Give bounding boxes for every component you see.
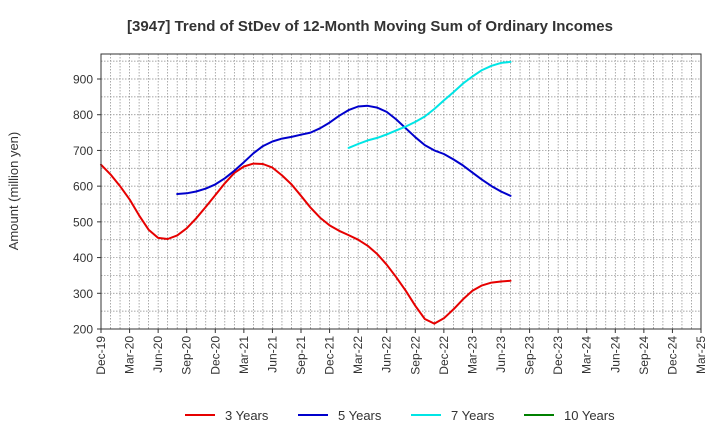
y-tick-label: 600 [73, 180, 93, 194]
series-line-7-years [347, 60, 512, 149]
series-line-3-years [100, 162, 512, 325]
plot-frame [100, 53, 702, 330]
x-tick-label: Sep-21 [294, 336, 308, 375]
legend: 3 Years 5 Years 7 Years 10 Years [185, 408, 615, 423]
y-tick-label: 800 [73, 108, 93, 122]
chart-title: [3947] Trend of StDev of 12-Month Moving… [127, 18, 613, 35]
x-tick-label: Mar-25 [694, 336, 708, 374]
y-tick-label: 300 [73, 287, 93, 301]
x-tick-label: Dec-19 [94, 336, 108, 375]
x-tick-label: Jun-21 [265, 336, 279, 373]
y-tick-label: 500 [73, 215, 93, 229]
x-tick-label: Sep-20 [180, 336, 194, 375]
y-tick-label: 900 [73, 73, 93, 87]
x-tick-label: Mar-20 [123, 336, 137, 374]
x-tick-label: Jun-24 [608, 336, 622, 373]
y-axis-ticks: 200 300 400 500 600 700 800 900 [73, 73, 101, 337]
x-tick-label: Dec-22 [437, 336, 451, 375]
x-tick-label: Jun-23 [494, 336, 508, 373]
legend-label-3-years: 3 Years [225, 408, 269, 423]
x-tick-label: Mar-23 [465, 336, 479, 374]
x-tick-label: Mar-24 [580, 336, 594, 374]
x-tick-label: Dec-23 [551, 336, 565, 375]
x-tick-label: Dec-20 [208, 336, 222, 375]
x-tick-label: Mar-21 [237, 336, 251, 374]
x-tick-label: Jun-20 [151, 336, 165, 373]
y-tick-label: 200 [73, 323, 93, 337]
series-lines [100, 60, 512, 325]
x-tick-label: Jun-22 [380, 336, 394, 373]
x-tick-label: Dec-24 [665, 336, 679, 375]
y-axis-label: Amount (million yen) [6, 132, 21, 251]
y-tick-label: 700 [73, 144, 93, 158]
legend-label-10-years: 10 Years [564, 408, 615, 423]
grid [101, 54, 701, 329]
legend-label-5-years: 5 Years [338, 408, 382, 423]
x-tick-label: Mar-22 [351, 336, 365, 374]
x-tick-label: Sep-22 [408, 336, 422, 375]
series-line-5-years [176, 104, 512, 197]
x-tick-label: Dec-21 [323, 336, 337, 375]
x-tick-label: Sep-24 [637, 336, 651, 375]
x-tick-label: Sep-23 [523, 336, 537, 375]
legend-label-7-years: 7 Years [451, 408, 495, 423]
y-tick-label: 400 [73, 251, 93, 265]
x-axis-ticks: Dec-19 Mar-20 Jun-20 Sep-20 Dec-20 Mar-21 Jun-… [94, 329, 708, 375]
